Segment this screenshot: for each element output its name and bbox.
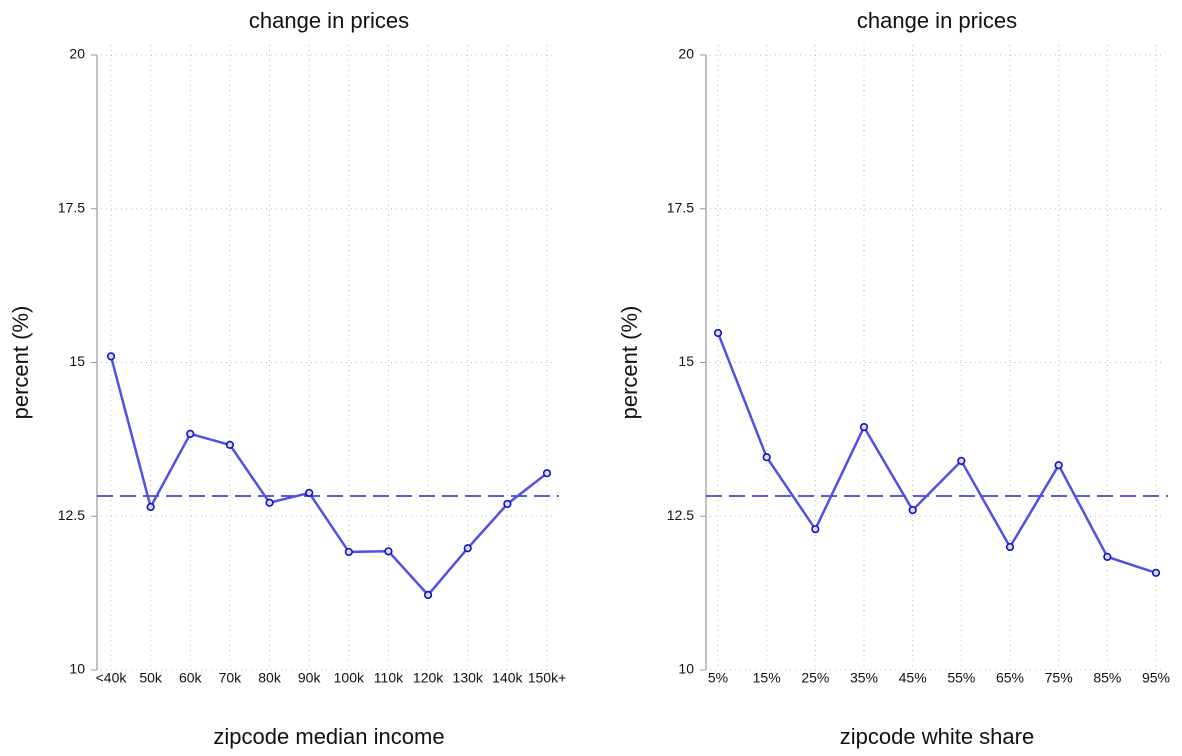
chart-title: change in prices: [857, 8, 1017, 33]
x-tick-label: 45%: [899, 670, 927, 686]
y-tick-label: 10: [678, 661, 694, 677]
x-tick-label: <40k: [96, 670, 128, 686]
x-tick-label: 90k: [298, 670, 322, 686]
y-axis-label: percent (%): [8, 306, 33, 420]
data-point: [384, 547, 393, 556]
data-point: [762, 453, 771, 462]
x-tick-label: 80k: [258, 670, 282, 686]
data-point: [1103, 552, 1112, 561]
data-point: [225, 440, 235, 450]
x-tick-label: 85%: [1093, 670, 1121, 686]
x-tick-label: 15%: [753, 670, 781, 686]
data-point: [542, 469, 552, 478]
data-point: [1005, 542, 1015, 552]
x-tick-label: 120k: [413, 670, 444, 686]
x-tick-label: 150k+: [528, 670, 567, 686]
y-tick-label: 17.5: [58, 199, 85, 215]
data-point: [265, 498, 274, 507]
x-tick-label: 65%: [996, 670, 1024, 686]
y-tick-label: 17.5: [667, 199, 694, 215]
y-tick-label: 12.5: [667, 507, 694, 523]
data-point: [106, 352, 116, 361]
x-tick-label: 75%: [1045, 670, 1073, 686]
data-point: [503, 499, 512, 509]
x-tick-label: 5%: [708, 670, 728, 686]
data-point: [908, 506, 917, 515]
series-line: [716, 332, 1157, 575]
chart-title: change in prices: [249, 8, 409, 33]
x-tick-label: 50k: [139, 670, 163, 686]
data-point: [146, 502, 155, 512]
x-tick-label: 60k: [179, 670, 203, 686]
data-point: [1151, 568, 1161, 577]
data-point: [463, 544, 472, 553]
series-line: [109, 356, 548, 597]
data-point: [344, 547, 353, 557]
x-tick-label: 35%: [850, 670, 878, 686]
x-axis-label: zipcode median income: [213, 724, 444, 749]
x-tick-label: 140k: [492, 670, 523, 686]
y-axis-label: percent (%): [617, 306, 642, 420]
data-point: [957, 456, 966, 466]
y-tick-label: 15: [678, 353, 694, 369]
y-tick-label: 20: [678, 46, 694, 62]
data-point: [1054, 461, 1063, 470]
y-tick-label: 12.5: [58, 507, 85, 523]
x-tick-label: 70k: [219, 670, 243, 686]
y-tick-label: 20: [69, 46, 85, 62]
x-tick-label: 95%: [1142, 670, 1170, 686]
y-tick-label: 10: [69, 661, 85, 677]
x-tick-label: 130k: [453, 670, 484, 686]
x-tick-label: 110k: [374, 670, 404, 686]
data-point: [859, 422, 869, 432]
y-tick-label: 15: [69, 353, 85, 369]
x-axis-label: zipcode white share: [840, 724, 1034, 749]
data-point: [186, 429, 195, 438]
data-point: [305, 488, 314, 497]
data-point: [713, 328, 723, 338]
data-point: [811, 525, 820, 534]
data-point: [423, 590, 433, 600]
x-tick-label: 55%: [947, 670, 975, 686]
x-tick-label: 25%: [801, 670, 829, 686]
x-tick-label: 100k: [334, 670, 365, 686]
